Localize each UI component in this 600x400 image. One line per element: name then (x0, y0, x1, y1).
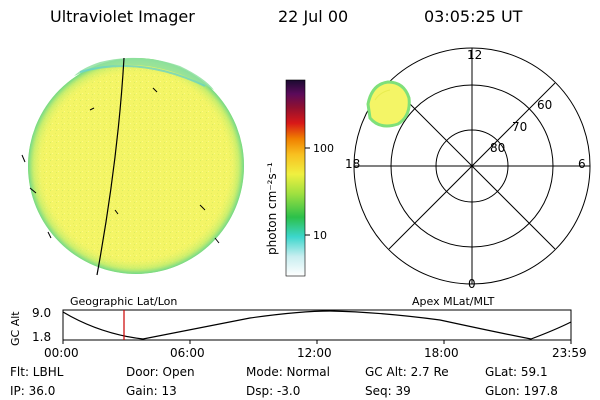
timeline-xtick-0: 00:00 (44, 346, 79, 360)
timeline-xtick-2: 12:00 (297, 346, 332, 360)
colorbar-unit-label: photon cm⁻²s⁻¹ (265, 162, 279, 255)
mlt-label-6: 6 (578, 157, 586, 171)
timeline-right-title: Apex MLat/MLT (412, 295, 495, 308)
mlt-label-0: 0 (468, 277, 476, 291)
timeline-ymax: 9.0 (32, 306, 52, 320)
auroral-patch (366, 80, 411, 128)
info-door: Door: Open (126, 365, 195, 379)
date-label: 22 Jul 00 (278, 7, 349, 26)
timeline-xtick-1: 06:00 (170, 346, 205, 360)
info-gain: Gain: 13 (126, 384, 177, 398)
time-label: 03:05:25 UT (424, 7, 523, 26)
info-glat: GLat: 59.1 (485, 365, 548, 379)
colorbar (285, 79, 310, 277)
polar-plot (353, 47, 591, 285)
colorbar-tick-10: 10 (313, 229, 327, 242)
mlt-label-12: 12 (467, 48, 483, 62)
colorbar-tick-100: 100 (313, 142, 334, 155)
info-dsp: Dsp: -3.0 (246, 384, 301, 398)
lat-label-60: 60 (537, 98, 553, 112)
lat-label-70: 70 (512, 120, 528, 134)
lat-label-80: 80 (490, 141, 506, 155)
timeline-ylabel: GC Alt (9, 311, 22, 346)
info-seq: Seq: 39 (365, 384, 411, 398)
timeline-xtick-3: 18:00 (424, 346, 459, 360)
info-ip: IP: 36.0 (10, 384, 56, 398)
altitude-curve (62, 310, 572, 340)
timeline-plot (62, 309, 572, 344)
info-mode: Mode: Normal (246, 365, 330, 379)
timeline-ymin: 1.8 (32, 330, 52, 344)
mlt-label-18: 18 (345, 157, 361, 171)
terminator-line (96, 57, 125, 276)
title: Ultraviolet Imager (50, 7, 195, 26)
info-gc-alt: GC Alt: 2.7 Re (365, 365, 449, 379)
timeline-xtick-4: 23:59 (552, 346, 587, 360)
info-filter: Flt: LBHL (10, 365, 64, 379)
uv-earth-disk (21, 57, 244, 276)
info-glon: GLon: 197.8 (485, 384, 558, 398)
timeline-left-title: Geographic Lat/Lon (70, 295, 178, 308)
